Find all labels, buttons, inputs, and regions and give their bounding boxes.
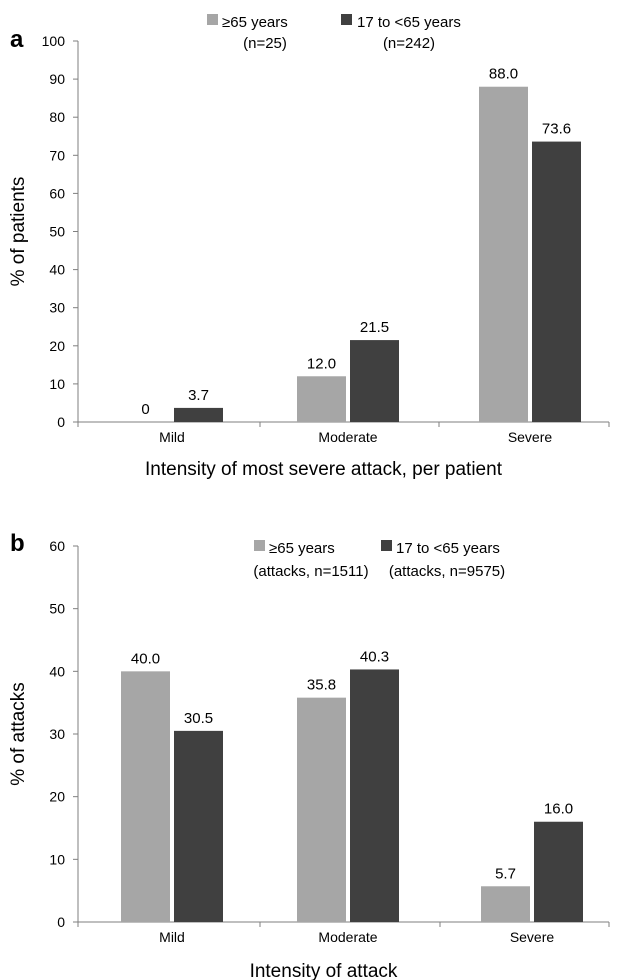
bar-moderate-series-1 <box>297 697 346 922</box>
x-axis-title: Intensity of attack <box>250 961 398 980</box>
bar-mild-series-2 <box>174 407 223 422</box>
x-category-label: Moderate <box>318 929 377 945</box>
data-label: 0 <box>141 401 149 418</box>
legend-sublabel: (attacks, n=1511) <box>253 563 368 580</box>
y-tick-label: 10 <box>49 376 65 392</box>
legend-label: ≥65 years <box>222 14 288 31</box>
legend-label: 17 to <65 years <box>396 540 500 557</box>
legend-swatch <box>381 540 392 551</box>
y-tick-label: 50 <box>49 224 65 240</box>
data-label: 88.0 <box>489 66 518 83</box>
x-category-label: Severe <box>510 929 555 945</box>
x-category-label: Moderate <box>318 429 377 445</box>
data-label: 3.7 <box>188 387 209 404</box>
legend-swatch <box>207 14 218 25</box>
legend-sublabel: (n=242) <box>383 35 435 52</box>
x-category-label: Severe <box>508 429 553 445</box>
bar-severe-series-1 <box>479 86 528 422</box>
y-tick-label: 30 <box>49 726 65 742</box>
data-label: 16.0 <box>544 801 573 818</box>
y-tick-label: 100 <box>42 33 66 49</box>
y-tick-label: 50 <box>49 601 65 617</box>
bar-mild-series-2 <box>174 730 223 922</box>
y-tick-label: 60 <box>49 185 65 201</box>
y-tick-label: 30 <box>49 300 65 316</box>
x-axis-title: Intensity of most severe attack, per pat… <box>145 459 503 480</box>
y-axis-title: % of patients <box>8 177 29 287</box>
y-tick-label: 60 <box>49 538 65 554</box>
y-tick-label: 40 <box>49 663 65 679</box>
y-tick-label: 40 <box>49 262 65 278</box>
bar-severe-series-2 <box>534 821 583 922</box>
bar-moderate-series-2 <box>350 669 399 922</box>
y-tick-label: 20 <box>49 338 65 354</box>
data-label: 5.7 <box>495 865 516 882</box>
y-tick-label: 70 <box>49 147 65 163</box>
bar-severe-series-1 <box>481 886 530 922</box>
data-label: 30.5 <box>184 710 213 727</box>
data-label: 21.5 <box>360 319 389 336</box>
legend-label: 17 to <65 years <box>357 14 461 31</box>
data-label: 12.0 <box>307 355 336 372</box>
x-category-label: Mild <box>159 929 185 945</box>
data-label: 40.0 <box>131 650 160 667</box>
legend-sublabel: (n=25) <box>243 35 287 52</box>
legend-label: ≥65 years <box>269 540 335 557</box>
bar-mild-series-1 <box>121 671 170 922</box>
bar-moderate-series-2 <box>350 340 399 422</box>
data-label: 40.3 <box>360 648 389 665</box>
legend-sublabel: (attacks, n=9575) <box>389 563 505 580</box>
x-category-label: Mild <box>159 429 185 445</box>
y-tick-label: 80 <box>49 109 65 125</box>
bar-moderate-series-1 <box>297 376 346 422</box>
legend-swatch <box>254 540 265 551</box>
legend-swatch <box>341 14 352 25</box>
y-axis-title: % of attacks <box>8 682 29 786</box>
data-label: 73.6 <box>542 121 571 138</box>
y-tick-label: 0 <box>57 414 65 430</box>
y-tick-label: 20 <box>49 789 65 805</box>
data-label: 35.8 <box>307 677 336 694</box>
panel-label: a <box>10 26 24 53</box>
panel-label: b <box>10 530 25 557</box>
bar-severe-series-2 <box>532 141 581 423</box>
y-tick-label: 90 <box>49 71 65 87</box>
y-tick-label: 10 <box>49 851 65 867</box>
y-tick-label: 0 <box>57 914 65 930</box>
